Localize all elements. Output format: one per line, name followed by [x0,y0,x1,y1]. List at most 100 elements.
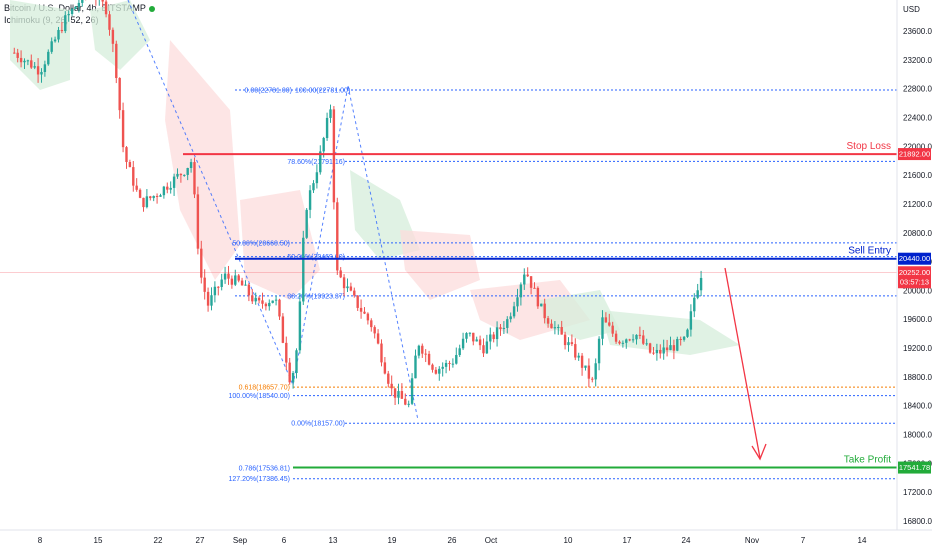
time-axis-tick: 7 [801,536,806,545]
candle-body [400,391,404,399]
candle-body [128,162,132,168]
candle-body [601,317,604,339]
candle-body [115,43,118,78]
candle-body [635,334,638,340]
candle-body [567,342,570,346]
ichimoku-cloud [10,0,740,355]
candle-body [679,339,682,341]
cloud-band [10,0,70,90]
cloud-band [165,40,240,280]
candle-body [597,338,601,364]
candle-body [662,347,665,354]
candle-body [669,345,672,351]
candle-body [196,194,200,249]
candle-body [594,363,597,380]
time-axis-tick: Oct [485,536,498,545]
candle-body [152,195,155,199]
candle-body [308,190,312,210]
sell-entry-tag-text: 20440.00 [899,254,930,263]
candle-body [366,313,370,321]
fib-level-label: 100.00%(18540.00) [229,393,291,400]
candle-body [162,186,166,196]
candle-body [67,14,70,16]
projection-arrow [724,267,767,461]
current-price-timer: 03:57:13 [900,277,929,286]
price-axis-tick: 21600.00 [903,171,932,180]
candle-body [696,290,699,298]
candle-body [298,301,302,351]
swing-line[interactable] [347,85,419,421]
candle-body [70,8,74,15]
candle-body [135,185,138,190]
candle-body [356,295,359,308]
candle-body [652,352,655,354]
candle-body [332,109,336,203]
candle-body [359,307,363,312]
candle-body [291,372,295,383]
candle-body [536,287,540,307]
candle-body [312,183,315,191]
time-axis-tick: 15 [94,536,103,545]
candle-body [540,303,543,307]
candle-body [407,403,410,405]
candle-body [441,366,444,369]
candle-body [587,365,591,379]
candle-body [560,327,563,335]
candle-body [36,66,40,75]
candle-body [621,342,625,344]
candle-body [655,349,659,354]
candle-body [614,333,618,342]
candle-body [30,60,33,68]
candle-body [234,275,237,285]
candle-body [166,186,169,190]
candle-body [414,355,417,379]
candle-body [342,277,346,289]
candle-body [495,327,499,340]
candle-body [618,341,621,344]
time-axis[interactable]: 8 15 22 27 Sep 6 13 19 26 Oct 10 17 24 Nov 7 14 [38,536,867,545]
candle-body [526,274,529,277]
price-axis[interactable]: USD 23600.00 23200.00 22800.00 22400.00 22000… [903,5,932,526]
candle-body [213,286,217,296]
candle-body [638,334,642,336]
candle-body [108,14,111,30]
candle-body [346,286,349,289]
candle-body [227,273,230,279]
current-price-tag-text: 20252.00 [899,268,930,277]
candle-body [223,273,227,280]
candle-body [43,64,47,72]
fib-level-label: 38.20%(19923.37) [287,293,345,300]
time-axis-tick: 26 [448,536,457,545]
candle-body [628,339,631,341]
candle-body [251,295,254,302]
candle-body [13,52,16,54]
candle-body [53,39,57,42]
candle-body [138,189,142,198]
candle-body [353,290,356,296]
candle-body [169,187,172,190]
candle-body [563,334,567,346]
swing-line[interactable] [127,0,294,386]
stop-loss-label: Stop Loss [847,141,891,152]
swing-line[interactable] [292,85,349,386]
fib-level-label: 50.00%(20469.00) [287,254,345,261]
candle-body [285,342,288,363]
fib-level-label: 0.786(17536.81) [239,465,290,472]
candle-body [268,302,271,307]
candle-body [417,345,421,356]
candle-body [625,339,628,343]
candle-body [492,334,495,340]
candle-body [689,311,693,330]
candle-body [485,341,489,354]
candle-body [278,299,281,317]
candle-body [322,138,325,152]
price-axis-tick: 19200.00 [903,344,932,353]
candle-body [271,300,274,303]
price-axis-tick: 22000.00 [903,142,932,151]
candlesticks [13,0,703,408]
candle-body [329,109,332,118]
take-profit-tag-text: 17541.78 [899,463,930,472]
candle-body [145,196,149,208]
